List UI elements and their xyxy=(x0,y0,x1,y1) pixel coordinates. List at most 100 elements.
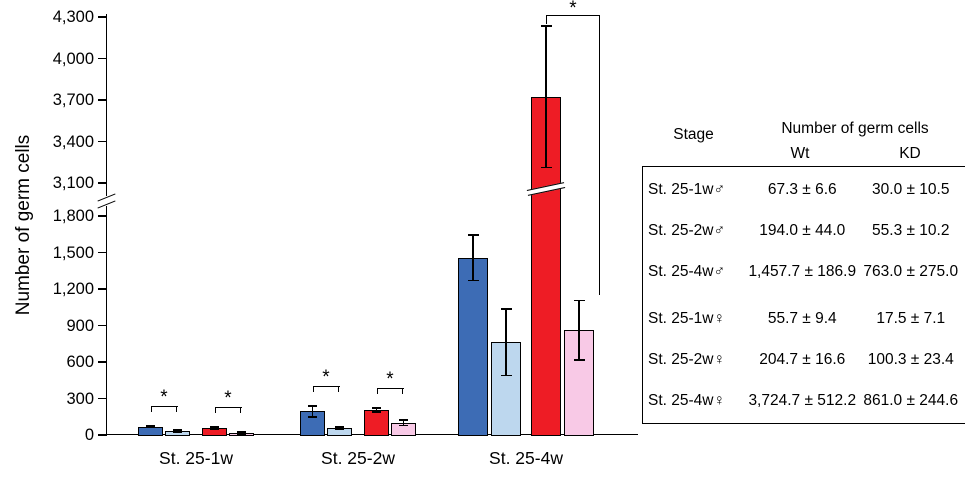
error-bar-cap xyxy=(372,411,381,413)
y-axis-tick xyxy=(98,434,106,436)
sig-bracket-tick xyxy=(376,388,378,395)
table-header: Stage Number of germ cells Wt KD xyxy=(642,104,965,166)
table-row: St. 25-4w♀ 3,724.7 ± 512.2 861.0 ± 244.6 xyxy=(643,380,965,421)
y-axis-tick-label: 900 xyxy=(66,316,94,335)
table-row: St. 25-1w♂ 67.3 ± 6.6 30.0 ± 10.5 xyxy=(643,169,965,210)
error-bar-cap xyxy=(210,428,219,431)
bar-wt-female-group2 xyxy=(364,410,389,436)
error-bar-cap xyxy=(237,431,246,433)
y-axis-tick xyxy=(98,57,106,60)
y-axis-tick-label: 1,500 xyxy=(52,243,94,262)
sig-bracket-tick xyxy=(214,407,216,414)
error-bar-cap xyxy=(173,431,182,434)
y-axis-tick-label: 3,400 xyxy=(52,132,94,151)
stage-cell: St. 25-4w♂ xyxy=(648,262,726,280)
significance-asterisk: * xyxy=(569,0,577,19)
kd-value-cell: 861.0 ± 244.6 xyxy=(863,391,959,409)
y-axis-tick xyxy=(98,361,106,363)
significance-asterisk: * xyxy=(322,367,330,389)
y-axis-tick-label: 300 xyxy=(66,389,94,408)
stage-cell: St. 25-1w♂ xyxy=(648,180,726,198)
sig-bracket-tick xyxy=(598,15,600,296)
germ-cell-table: Stage Number of germ cells Wt KD St. 25-… xyxy=(642,104,965,424)
table-body: St. 25-1w♂ 67.3 ± 6.6 30.0 ± 10.5 St. 25-2w… xyxy=(642,166,965,424)
y-axis-tick xyxy=(98,182,106,184)
error-bar xyxy=(213,427,216,430)
y-axis-tick-label: 4,300 xyxy=(52,8,94,26)
bar-wt-male-group3 xyxy=(458,257,488,436)
y-axis-tick-label: 600 xyxy=(66,353,94,371)
y-axis-tick-label: 3,700 xyxy=(52,91,94,109)
significance-asterisk: * xyxy=(386,369,394,391)
error-bar xyxy=(149,426,152,428)
sig-bracket-tick xyxy=(150,406,152,412)
table-header-columns: Wt KD xyxy=(745,145,965,166)
error-bar-cap xyxy=(467,234,479,236)
error-bar-cap xyxy=(372,407,381,409)
table-row: St. 25-2w♀ 204.7 ± 16.6 100.3 ± 23.4 xyxy=(643,339,965,380)
table-row: St. 25-4w♂ 1,457.7 ± 186.9 763.0 ± 275.0 xyxy=(643,251,965,292)
y-axis-tick-label: 1,200 xyxy=(52,280,94,298)
error-bar-cap xyxy=(399,419,408,421)
y-axis-tick-label: 3,100 xyxy=(52,174,94,192)
y-axis-tick xyxy=(98,324,106,327)
significance-asterisk: * xyxy=(224,388,232,410)
wt-value-cell: 194.0 ± 44.0 xyxy=(759,221,846,239)
sig-bracket-line xyxy=(150,406,178,407)
error-bar-cap xyxy=(573,359,585,361)
error-bar xyxy=(375,408,378,413)
stage-cell: St. 25-1w♀ xyxy=(648,309,726,327)
y-axis-line-lower xyxy=(106,206,107,436)
x-axis-category-label: St. 25-1w xyxy=(159,448,233,468)
sig-bracket-tick xyxy=(402,388,403,395)
wt-value-cell: 1,457.7 ± 186.9 xyxy=(748,262,857,280)
error-bar-cap xyxy=(540,166,552,169)
error-bar-cap xyxy=(210,426,219,428)
kd-value-cell: 55.3 ± 10.2 xyxy=(872,221,950,239)
error-bar xyxy=(240,432,243,434)
sig-bracket-tick xyxy=(338,386,339,393)
table-header-wt: Wt xyxy=(790,145,810,162)
error-bar-cap xyxy=(335,428,344,431)
error-bar-cap xyxy=(500,374,512,377)
error-bar xyxy=(311,406,314,417)
sig-bracket-tick xyxy=(546,15,547,24)
error-bar-cap xyxy=(237,432,246,435)
table-row: St. 25-2w♂ 194.0 ± 44.0 55.3 ± 10.2 xyxy=(643,210,965,251)
error-bar xyxy=(402,419,405,426)
error-bar-cap xyxy=(399,424,408,427)
sig-bracket-tick xyxy=(240,407,241,414)
y-axis-tick xyxy=(98,16,106,18)
wt-value-cell: 55.7 ± 9.4 xyxy=(767,309,837,327)
y-axis-tick xyxy=(98,99,106,101)
x-axis-category-label: St. 25-2w xyxy=(321,448,395,468)
error-bar xyxy=(545,25,547,168)
error-bar-cap xyxy=(173,429,182,431)
sig-bracket-line xyxy=(312,386,340,388)
y-axis-tick-label: 0 xyxy=(84,426,94,444)
y-axis-tick xyxy=(98,288,106,290)
table-header-kd: KD xyxy=(899,145,921,162)
stage-cell: St. 25-4w♀ xyxy=(648,391,726,409)
wt-value-cell: 67.3 ± 6.6 xyxy=(767,180,837,198)
significance-asterisk: * xyxy=(160,387,168,408)
table-header-stage: Stage xyxy=(673,126,714,143)
kd-value-cell: 30.0 ± 10.5 xyxy=(872,180,950,198)
error-bar-cap xyxy=(467,279,479,282)
kd-value-cell: 17.5 ± 7.1 xyxy=(876,309,946,327)
y-axis-tick-label: 4,000 xyxy=(52,49,94,68)
error-bar xyxy=(338,427,341,430)
y-axis-line-upper xyxy=(106,14,107,196)
y-axis-title: Number of germ cells xyxy=(13,134,34,316)
table-header-group: Number of germ cells Wt KD xyxy=(745,104,965,166)
error-bar-cap xyxy=(146,426,155,429)
error-bar xyxy=(505,308,507,376)
error-bar-cap xyxy=(308,405,317,407)
error-bar xyxy=(472,234,474,281)
stage-cell: St. 25-2w♂ xyxy=(648,221,726,239)
error-bar-cap xyxy=(146,425,155,427)
sig-bracket-line xyxy=(546,15,600,16)
sig-bracket-line xyxy=(214,407,242,409)
